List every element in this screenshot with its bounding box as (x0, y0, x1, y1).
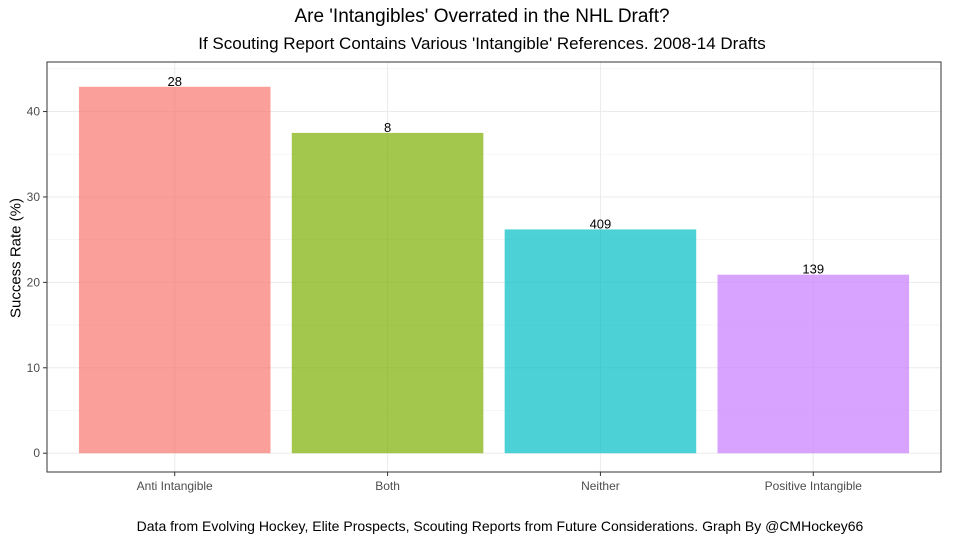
bar-anti-intangible (78, 86, 271, 454)
y-tick-label: 20 (27, 275, 41, 289)
panel-border (46, 61, 942, 473)
x-tick-label: Anti Intangible (137, 479, 213, 493)
y-tick-label: 10 (27, 361, 41, 375)
x-tick-label: Neither (581, 479, 620, 493)
bar-count-label: 409 (590, 216, 612, 231)
bar-count-label: 139 (802, 262, 824, 277)
chart-caption: Data from Evolving Hockey, Elite Prospec… (136, 518, 864, 534)
bar-neither (504, 229, 697, 454)
x-tick-label: Positive Intangible (765, 479, 863, 493)
y-tick-label: 0 (33, 446, 40, 460)
chart-title: Are 'Intangibles' Overrated in the NHL D… (294, 6, 670, 27)
data-labels: 28 8 409 139 (167, 74, 824, 277)
y-tick-label: 30 (27, 190, 41, 204)
y-tick-label: 40 (27, 105, 41, 119)
bar-positive-intangible (717, 274, 910, 454)
bar-count-label: 28 (167, 74, 181, 89)
x-tick-label: Both (375, 479, 400, 493)
y-axis-ticks: 0 10 20 30 40 (27, 105, 47, 460)
bar-both (291, 132, 484, 454)
bar-count-label: 8 (384, 120, 391, 135)
chart-subtitle: If Scouting Report Contains Various 'Int… (198, 34, 766, 53)
x-axis-ticks: Anti Intangible Both Neither Positive Intan… (137, 472, 863, 493)
bars (78, 86, 910, 454)
